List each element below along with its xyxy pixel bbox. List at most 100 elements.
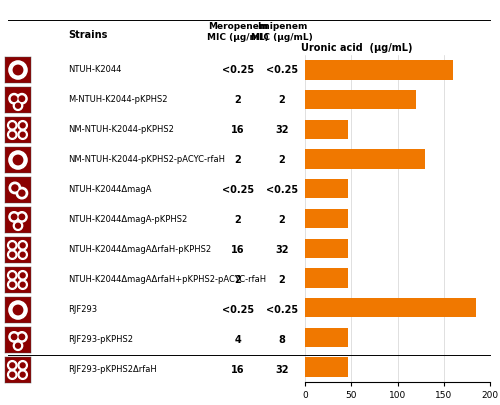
Circle shape xyxy=(14,101,22,111)
Circle shape xyxy=(14,221,22,230)
Text: <0.25: <0.25 xyxy=(266,65,298,75)
Text: NTUH-K2044: NTUH-K2044 xyxy=(68,66,122,75)
Circle shape xyxy=(8,130,17,139)
Text: <0.25: <0.25 xyxy=(222,65,254,75)
Text: 4: 4 xyxy=(234,335,242,345)
Text: 32: 32 xyxy=(275,125,289,135)
Circle shape xyxy=(8,370,17,379)
Circle shape xyxy=(16,94,27,104)
Circle shape xyxy=(18,360,28,370)
Circle shape xyxy=(10,132,14,137)
Circle shape xyxy=(8,271,17,280)
Bar xyxy=(305,60,453,79)
Circle shape xyxy=(16,223,20,228)
Circle shape xyxy=(14,65,22,75)
Bar xyxy=(305,298,476,318)
Circle shape xyxy=(12,185,18,191)
Circle shape xyxy=(9,61,27,79)
Circle shape xyxy=(20,372,25,377)
Text: <0.25: <0.25 xyxy=(266,305,298,315)
Circle shape xyxy=(18,271,28,280)
Circle shape xyxy=(8,360,17,370)
Text: 32: 32 xyxy=(275,365,289,375)
Circle shape xyxy=(20,123,25,128)
Text: 16: 16 xyxy=(231,125,245,135)
Circle shape xyxy=(10,363,14,368)
Text: 8: 8 xyxy=(278,335,285,345)
Bar xyxy=(305,209,348,228)
Circle shape xyxy=(10,252,14,257)
Text: 16: 16 xyxy=(231,245,245,255)
Circle shape xyxy=(19,334,24,339)
Circle shape xyxy=(20,273,25,278)
Text: 2: 2 xyxy=(278,155,285,165)
Circle shape xyxy=(16,103,20,108)
Text: Uronic acid  (μg/mL): Uronic acid (μg/mL) xyxy=(302,43,413,53)
Circle shape xyxy=(16,212,27,222)
Circle shape xyxy=(16,343,20,348)
Bar xyxy=(305,268,348,288)
Text: Meropenem
MIC (μg/mL): Meropenem MIC (μg/mL) xyxy=(207,22,269,42)
Circle shape xyxy=(10,243,14,248)
Circle shape xyxy=(20,243,25,248)
Circle shape xyxy=(14,155,22,165)
Circle shape xyxy=(20,252,25,257)
Bar xyxy=(305,119,348,139)
Circle shape xyxy=(10,282,14,287)
Text: <0.25: <0.25 xyxy=(266,185,298,195)
Text: M-NTUH-K2044-pKPHS2: M-NTUH-K2044-pKPHS2 xyxy=(68,96,168,104)
Text: Strains: Strains xyxy=(68,30,108,40)
Text: RJF293-pKPHS2ΔrfaH: RJF293-pKPHS2ΔrfaH xyxy=(68,365,157,375)
Circle shape xyxy=(16,188,28,199)
Circle shape xyxy=(9,301,27,319)
Circle shape xyxy=(9,94,20,104)
Bar xyxy=(305,358,348,377)
Circle shape xyxy=(12,334,17,339)
Circle shape xyxy=(18,241,28,250)
Text: NTUH-K2044ΔmagA-pKPHS2: NTUH-K2044ΔmagA-pKPHS2 xyxy=(68,215,187,224)
Text: 2: 2 xyxy=(234,215,242,225)
Circle shape xyxy=(18,121,28,130)
Text: Imipenem
MIC (μg/mL): Imipenem MIC (μg/mL) xyxy=(251,22,313,42)
Circle shape xyxy=(14,305,22,315)
Circle shape xyxy=(19,214,24,220)
Circle shape xyxy=(20,363,25,368)
Text: 2: 2 xyxy=(278,95,285,105)
Circle shape xyxy=(8,121,17,130)
Text: <0.25: <0.25 xyxy=(222,305,254,315)
Circle shape xyxy=(18,370,28,379)
Circle shape xyxy=(12,214,17,220)
Bar xyxy=(305,149,425,169)
Circle shape xyxy=(20,132,25,137)
Circle shape xyxy=(10,273,14,278)
Text: 2: 2 xyxy=(278,215,285,225)
Text: 16: 16 xyxy=(231,365,245,375)
Circle shape xyxy=(8,280,17,289)
Circle shape xyxy=(8,250,17,259)
Circle shape xyxy=(12,96,17,101)
Circle shape xyxy=(20,282,25,287)
Text: NM-NTUH-K2044-pKPHS2-pACYC-rfaH: NM-NTUH-K2044-pKPHS2-pACYC-rfaH xyxy=(68,156,225,164)
Bar xyxy=(305,328,348,347)
Text: RJF293-pKPHS2: RJF293-pKPHS2 xyxy=(68,335,133,345)
Circle shape xyxy=(9,151,27,169)
Circle shape xyxy=(9,212,20,222)
Circle shape xyxy=(19,96,24,101)
Text: 2: 2 xyxy=(234,275,242,285)
Circle shape xyxy=(16,332,27,342)
Circle shape xyxy=(9,332,20,342)
Circle shape xyxy=(10,123,14,128)
Text: <0.25: <0.25 xyxy=(222,185,254,195)
Bar xyxy=(305,90,416,109)
Circle shape xyxy=(14,341,22,350)
Circle shape xyxy=(10,372,14,377)
Text: NTUH-K2044ΔmagAΔrfaH-pKPHS2: NTUH-K2044ΔmagAΔrfaH-pKPHS2 xyxy=(68,245,211,254)
Text: 2: 2 xyxy=(278,275,285,285)
Text: NTUH-K2044ΔmagAΔrfaH+pKPHS2-pACYC-rfaH: NTUH-K2044ΔmagAΔrfaH+pKPHS2-pACYC-rfaH xyxy=(68,275,266,284)
Circle shape xyxy=(8,241,17,250)
Text: RJF293: RJF293 xyxy=(68,305,97,315)
Circle shape xyxy=(19,190,25,196)
Circle shape xyxy=(18,280,28,289)
Circle shape xyxy=(18,250,28,259)
Text: 2: 2 xyxy=(234,95,242,105)
